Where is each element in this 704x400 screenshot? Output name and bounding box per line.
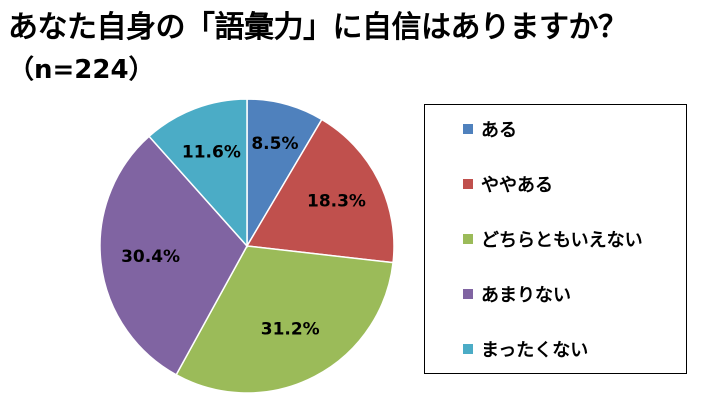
legend-item: あまりない (463, 282, 571, 306)
pie-slice (175, 245, 394, 394)
legend-label: まったくない (481, 340, 589, 361)
legend-item: ややある (463, 172, 553, 196)
slice-data-label: 8.5% (251, 134, 298, 154)
chart-subtitle: （n=224） (8, 55, 155, 85)
legend-item: ある (463, 117, 517, 141)
legend-label: あまりない (481, 285, 571, 306)
legend-label: ある (481, 120, 517, 141)
legend-item: どちらともいえない (463, 227, 643, 251)
legend-label: ややある (481, 175, 553, 196)
legend-swatch (463, 124, 473, 134)
slice-data-label: 30.4% (121, 247, 180, 267)
chart-title: あなた自身の「語彙力」に自信はありますか？ (8, 10, 628, 45)
pie-slice (245, 118, 395, 264)
chart-legend: あるややあるどちらともいえない あまりないまったくない (424, 104, 687, 374)
legend-swatch (463, 179, 473, 189)
legend-swatch (463, 289, 473, 299)
legend-swatch (463, 234, 473, 244)
slice-data-label: 31.2% (261, 320, 320, 340)
pie-slice (99, 135, 248, 376)
slice-data-label: 18.3% (307, 191, 366, 211)
legend-label: どちらともいえない (481, 230, 643, 251)
legend-swatch (463, 344, 473, 354)
slice-data-label: 11.6% (182, 143, 241, 163)
pie-slice (148, 98, 248, 248)
legend-item: まったくない (463, 337, 588, 361)
